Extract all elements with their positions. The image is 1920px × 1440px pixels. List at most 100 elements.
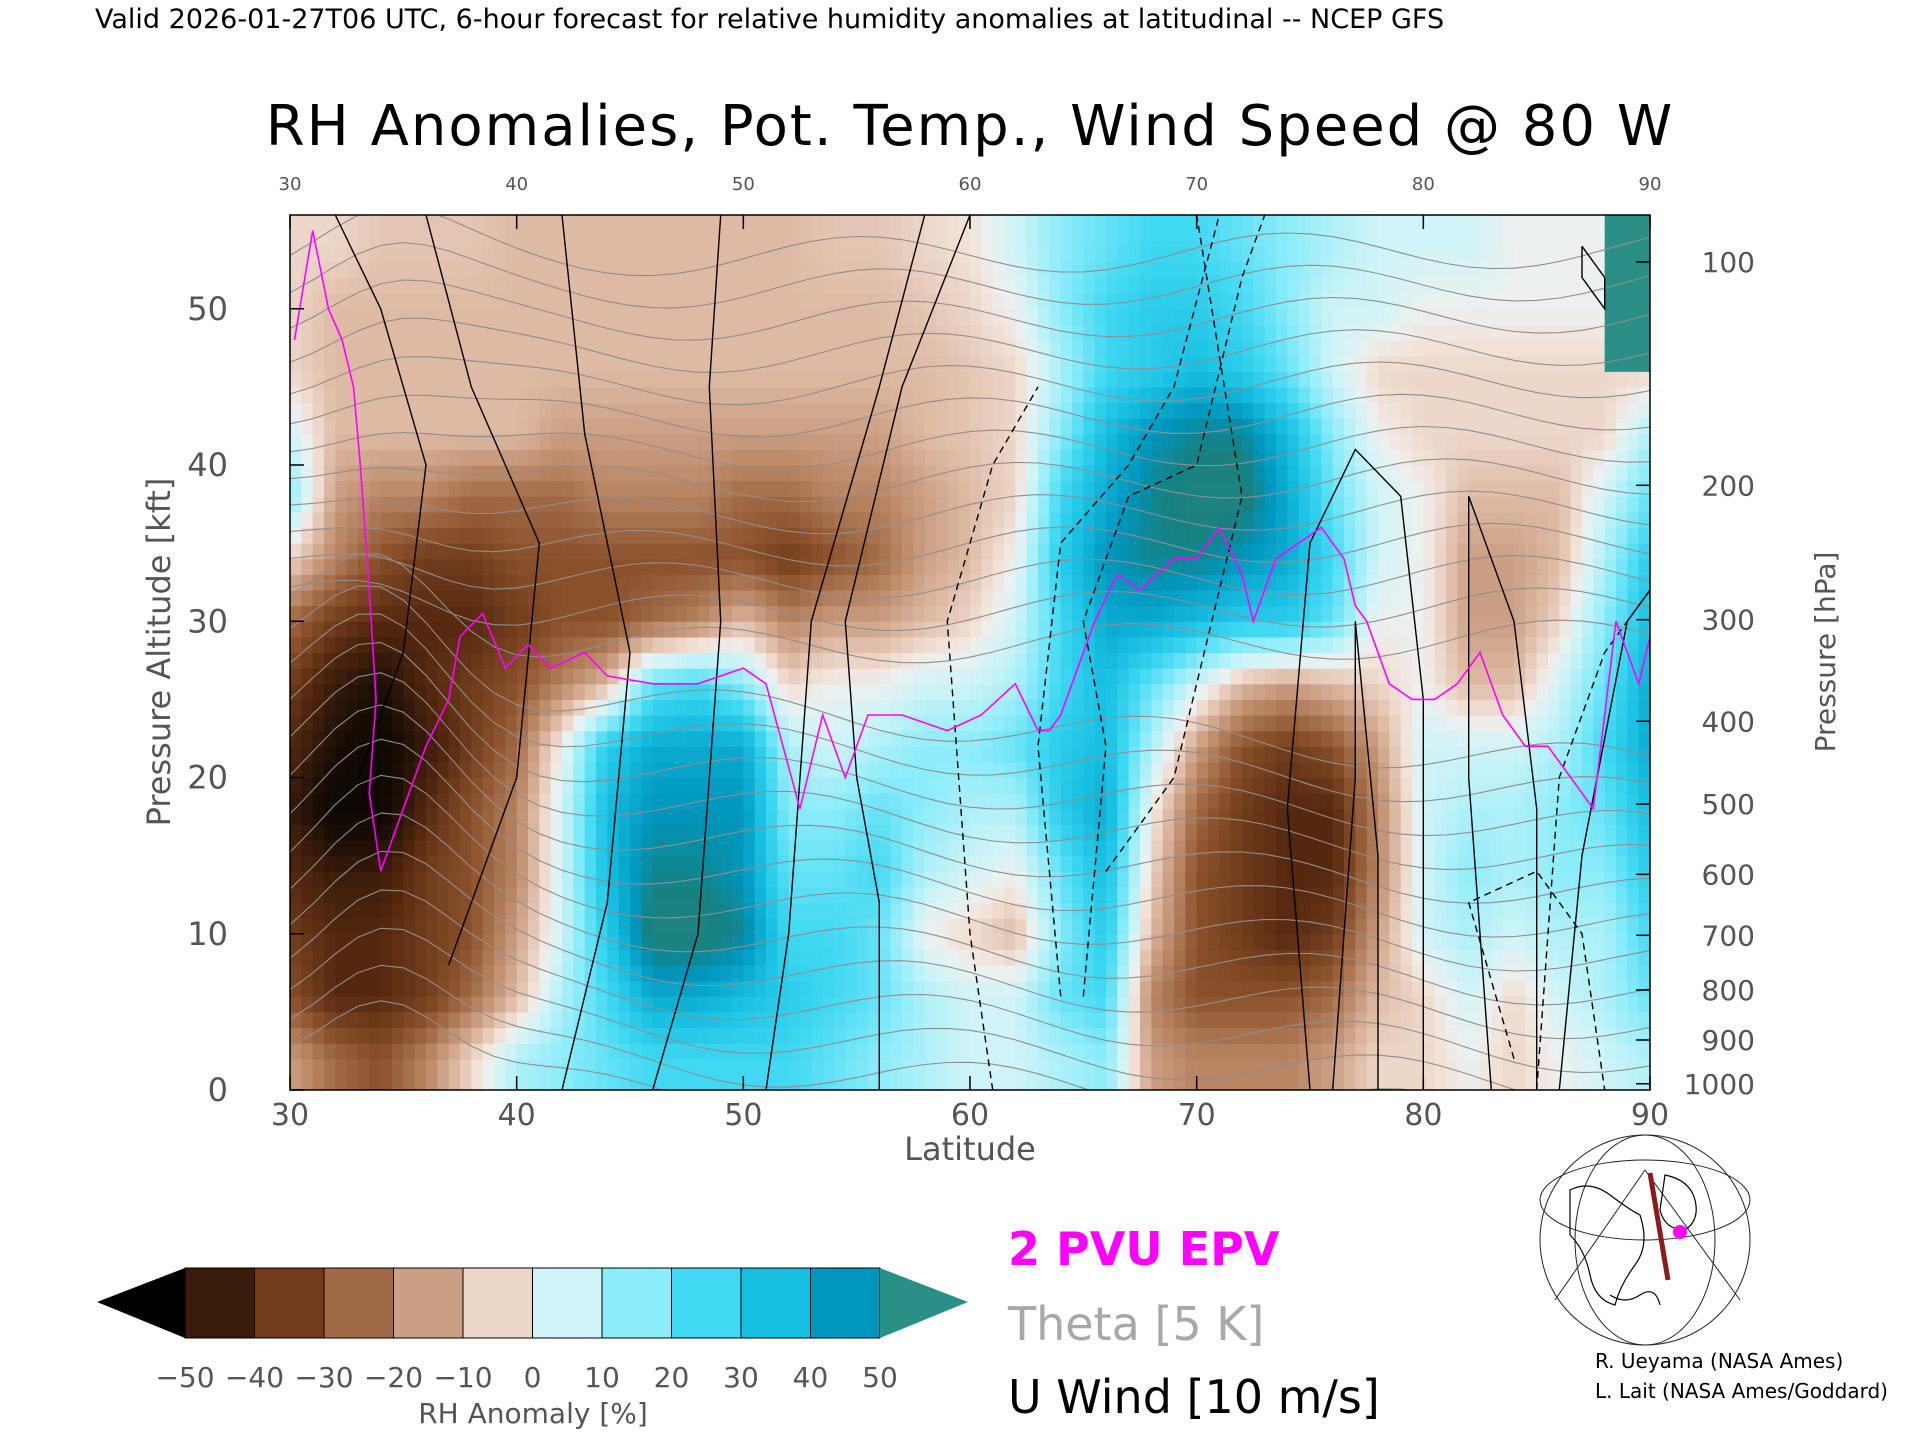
heatmap-cell bbox=[1106, 543, 1118, 560]
heatmap-cell bbox=[1276, 308, 1288, 325]
heatmap-cell bbox=[924, 886, 937, 904]
heatmap-cell bbox=[1185, 371, 1198, 388]
heatmap-cell bbox=[686, 1074, 699, 1090]
heatmap-cell bbox=[1128, 230, 1141, 247]
heatmap-cell bbox=[505, 230, 518, 247]
heatmap-cell bbox=[720, 668, 733, 685]
heatmap-cell bbox=[1015, 402, 1028, 419]
heatmap-cell bbox=[290, 511, 302, 529]
heatmap-cell bbox=[1015, 465, 1028, 482]
heatmap-cell bbox=[664, 746, 676, 763]
heatmap-cell bbox=[630, 230, 642, 247]
heatmap-cell bbox=[573, 699, 586, 716]
heatmap-cell bbox=[992, 777, 1005, 794]
heatmap-cell bbox=[539, 418, 552, 435]
heatmap-cell bbox=[596, 1058, 608, 1075]
heatmap-cell bbox=[686, 386, 699, 404]
heatmap-cell bbox=[709, 1011, 722, 1029]
heatmap-cell bbox=[664, 386, 676, 404]
heatmap-cell bbox=[743, 933, 756, 950]
heatmap-cell bbox=[1015, 371, 1028, 388]
heatmap-cell bbox=[426, 418, 438, 435]
heatmap-cell bbox=[675, 668, 688, 685]
heatmap-cell bbox=[573, 902, 586, 919]
heatmap-cell bbox=[1128, 1058, 1141, 1075]
heatmap-cell bbox=[732, 949, 744, 966]
heatmap-cell bbox=[641, 574, 654, 591]
heatmap-cell bbox=[652, 574, 665, 591]
heatmap-cell bbox=[936, 1027, 948, 1044]
heatmap-cell bbox=[324, 777, 336, 794]
heatmap-cell bbox=[618, 808, 631, 825]
heatmap-cell bbox=[448, 761, 461, 779]
heatmap-cell bbox=[970, 933, 982, 950]
heatmap-cell bbox=[471, 433, 484, 450]
heatmap-cell bbox=[437, 558, 450, 575]
heatmap-cell bbox=[879, 246, 892, 263]
heatmap-cell bbox=[460, 543, 472, 560]
heatmap-cell bbox=[1094, 355, 1107, 372]
heatmap-cell bbox=[1242, 574, 1254, 591]
heatmap-cell bbox=[720, 980, 733, 997]
heatmap-cell bbox=[1185, 996, 1198, 1013]
heatmap-cell bbox=[766, 293, 778, 310]
heatmap-cell bbox=[641, 933, 654, 950]
heatmap-cell bbox=[516, 230, 529, 247]
heatmap-cell bbox=[596, 402, 608, 419]
heatmap-cell bbox=[1208, 886, 1220, 904]
heatmap-cell bbox=[1140, 1011, 1152, 1029]
heatmap-cell bbox=[448, 918, 461, 935]
heatmap-cell bbox=[652, 668, 665, 685]
heatmap-cell bbox=[1196, 918, 1209, 935]
heatmap-cell bbox=[1208, 1058, 1220, 1075]
heatmap-cell bbox=[1287, 605, 1300, 622]
heatmap-cell bbox=[1004, 386, 1016, 404]
heatmap-cell bbox=[596, 433, 608, 450]
heatmap-cell bbox=[777, 1058, 790, 1075]
heatmap-cell bbox=[1162, 355, 1175, 372]
heatmap-cell bbox=[584, 668, 597, 685]
heatmap-cell bbox=[584, 918, 597, 935]
heatmap-cell bbox=[1230, 605, 1243, 622]
heatmap-cell bbox=[800, 230, 812, 247]
heatmap-cell bbox=[800, 277, 812, 294]
heatmap-cell bbox=[686, 590, 699, 607]
heatmap-cell bbox=[403, 886, 416, 904]
heatmap-cell bbox=[312, 1043, 325, 1060]
heatmap-cell bbox=[335, 699, 348, 716]
heatmap-cell bbox=[879, 824, 892, 841]
heatmap-cell bbox=[913, 902, 926, 919]
heatmap-cell bbox=[584, 215, 597, 232]
heatmap-cell bbox=[584, 418, 597, 435]
heatmap-cell bbox=[516, 980, 529, 997]
heatmap-cell bbox=[1049, 980, 1062, 997]
heatmap-cell bbox=[324, 996, 336, 1013]
heatmap-cell bbox=[743, 418, 756, 435]
heatmap-cell bbox=[1242, 433, 1254, 450]
heatmap-cell bbox=[1015, 855, 1028, 872]
heatmap-cell bbox=[392, 433, 404, 450]
heatmap-cell bbox=[743, 996, 756, 1013]
heatmap-cell bbox=[879, 668, 892, 685]
heatmap-cell bbox=[516, 965, 529, 982]
heatmap-cell bbox=[788, 621, 801, 638]
heatmap-cell bbox=[698, 543, 710, 560]
heatmap-cell bbox=[573, 652, 586, 669]
heatmap-cell bbox=[358, 480, 370, 497]
heatmap-cell bbox=[584, 746, 597, 763]
heatmap-cell bbox=[1128, 418, 1141, 435]
heatmap-cell bbox=[664, 215, 676, 232]
heatmap-cell bbox=[562, 855, 574, 872]
heatmap-cell bbox=[426, 449, 438, 466]
heatmap-cell bbox=[1208, 433, 1220, 450]
heatmap-cell bbox=[1083, 761, 1096, 779]
heatmap-cell bbox=[1072, 261, 1084, 279]
heatmap-cell bbox=[1060, 465, 1073, 482]
heatmap-cell bbox=[471, 996, 484, 1013]
heatmap-cell bbox=[1128, 574, 1141, 591]
heatmap-cell bbox=[437, 543, 450, 560]
heatmap-cell bbox=[686, 824, 699, 841]
heatmap-cell bbox=[981, 230, 994, 247]
heatmap-cell bbox=[834, 418, 846, 435]
heatmap-cell bbox=[641, 980, 654, 997]
